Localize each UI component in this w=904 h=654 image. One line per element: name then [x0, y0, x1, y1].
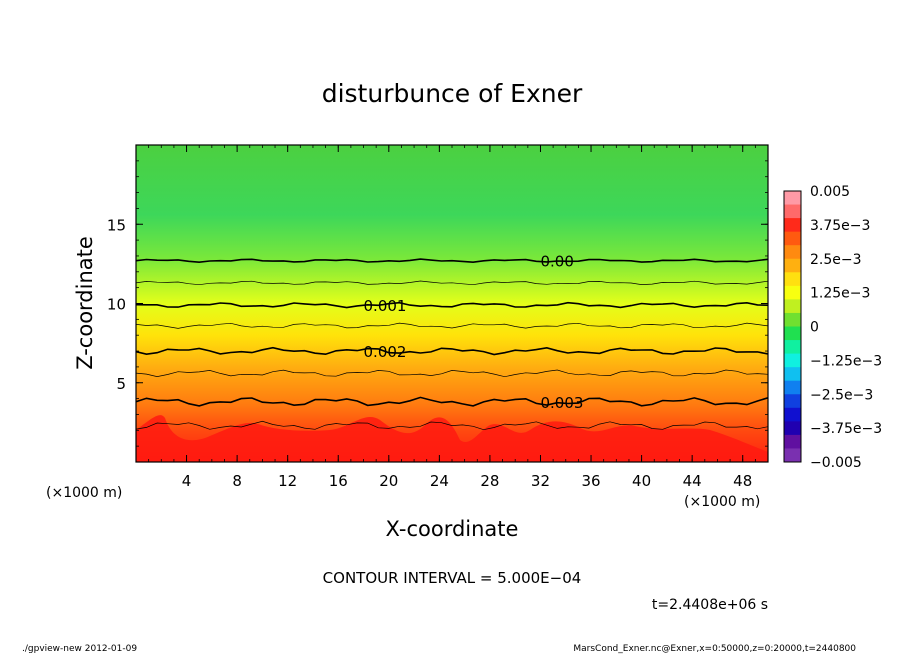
colorbar-segment	[784, 218, 801, 233]
colorbar-segment	[784, 326, 801, 341]
y-tick-label: 10	[107, 296, 126, 314]
colorbar-segment	[784, 258, 801, 273]
colorbar-label: 0.005	[810, 184, 850, 200]
x-tick-label: 44	[683, 472, 702, 490]
x-tick-label: 28	[480, 472, 499, 490]
colorbar-label: 0	[810, 320, 819, 336]
x-tick-label: 20	[379, 472, 398, 490]
x-unit-right: (×1000 m)	[684, 494, 760, 510]
contour-label: 0.002	[364, 343, 407, 361]
chart-title: disturbunce of Exner	[322, 79, 583, 108]
colorbar-label: −2.5e−3	[810, 387, 873, 403]
colorbar-segment	[784, 299, 801, 314]
colorbar-segment	[784, 285, 801, 300]
colorbar-segment	[784, 231, 801, 246]
x-tick-label: 16	[329, 472, 348, 490]
contour-label: 0.00	[540, 253, 573, 271]
x-tick-label: 40	[632, 472, 651, 490]
x-tick-label: 4	[182, 472, 192, 490]
colorbar-segment	[784, 272, 801, 287]
contour-labels: 0.00 0.001 0.002 0.003	[364, 253, 584, 412]
contour-line	[136, 258, 768, 264]
x-axis-ticks: 4 8 12 16 20 24 28 32 36 40 44 48	[148, 145, 756, 490]
y-tick-label: 5	[116, 375, 126, 393]
red-bottom-region	[136, 415, 768, 462]
x-tick-label: 48	[733, 472, 752, 490]
contour-label: 0.003	[540, 394, 583, 412]
minor-contour	[136, 420, 768, 431]
minor-contour	[136, 369, 768, 378]
colorbar-segment	[784, 312, 801, 327]
contour-line	[136, 301, 768, 309]
contour-interval-note: CONTOUR INTERVAL = 5.000E−04	[323, 569, 582, 587]
colorbar-segment	[784, 340, 801, 355]
colorbar-label: 2.5e−3	[810, 252, 862, 268]
colorbar-label: −3.75e−3	[810, 421, 882, 437]
source-info: MarsCond_Exner.nc@Exner,x=0:50000,z=0:20…	[573, 644, 856, 654]
colorbar-segment	[784, 434, 801, 449]
program-info: ./gpview-new 2012-01-09	[22, 644, 137, 654]
contour-line	[136, 346, 768, 356]
colorbar-segment	[784, 380, 801, 395]
y-axis-label: Z-coordinate	[73, 236, 97, 370]
colorbar-segment	[784, 421, 801, 436]
minor-contour	[136, 280, 768, 286]
minor-contour-lines	[136, 280, 768, 431]
colorbar-label: −0.005	[810, 455, 862, 471]
colorbar-labels: 0.005 3.75e−3 2.5e−3 1.25e−3 0 −1.25e−3 −2.5e−…	[810, 184, 882, 471]
colorbar-label: 3.75e−3	[810, 218, 870, 234]
time-stamp: t=2.4408e+06 s	[652, 597, 768, 613]
colorbar-segment	[784, 407, 801, 422]
colorbar-segment	[784, 191, 801, 206]
x-tick-label: 8	[232, 472, 242, 490]
x-tick-label: 12	[278, 472, 297, 490]
x-unit-left: (×1000 m)	[46, 485, 122, 501]
colorbar-segment	[784, 394, 801, 409]
colorbar-segment	[784, 353, 801, 368]
y-tick-label: 15	[107, 216, 126, 234]
colorbar-segment	[784, 245, 801, 260]
contour-label: 0.001	[364, 297, 407, 315]
minor-contour	[136, 322, 768, 329]
colorbar-frame	[783, 190, 802, 463]
x-tick-label: 36	[581, 472, 600, 490]
colorbar	[784, 191, 801, 463]
contour-line	[136, 396, 768, 407]
colorbar-label: −1.25e−3	[810, 353, 882, 369]
colorbar-segment	[784, 448, 801, 463]
colorbar-segment	[784, 367, 801, 382]
x-axis-label: X-coordinate	[386, 517, 519, 541]
y-axis-ticks: 5 10 15	[107, 160, 768, 447]
colorbar-segment	[784, 204, 801, 219]
x-tick-label: 24	[430, 472, 449, 490]
x-tick-label: 32	[531, 472, 550, 490]
colorbar-label: 1.25e−3	[810, 286, 870, 302]
major-contour-lines	[136, 258, 768, 407]
